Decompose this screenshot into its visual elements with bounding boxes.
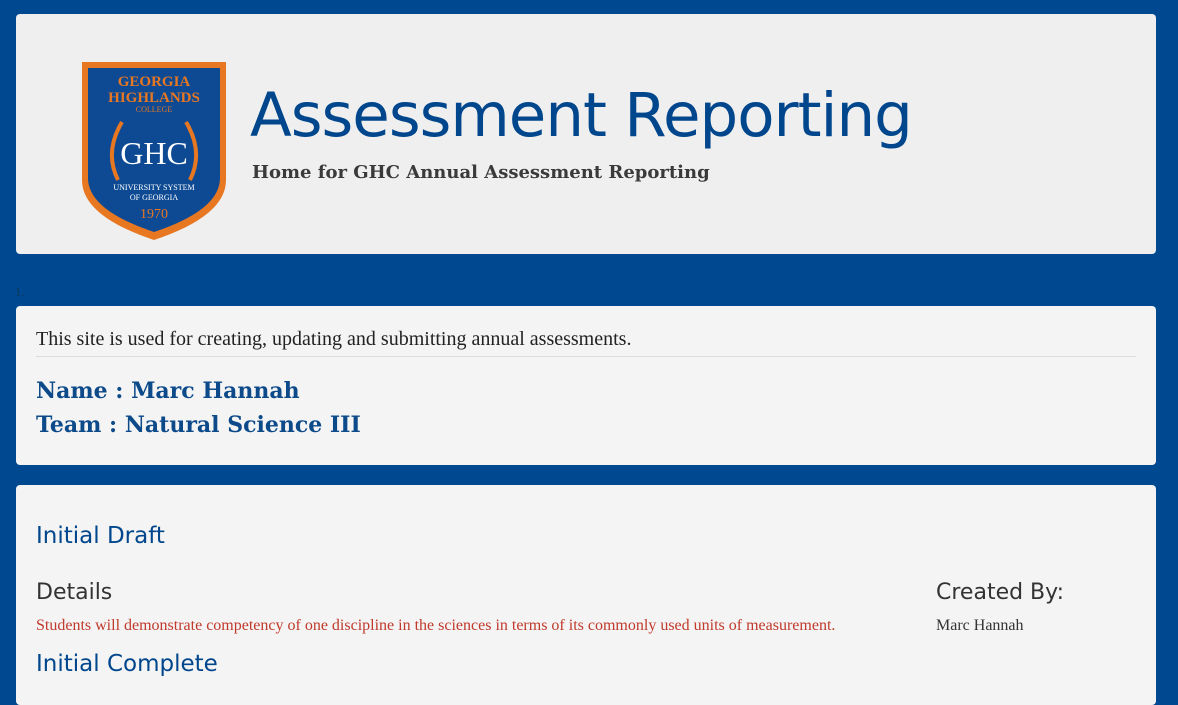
svg-text:UNIVERSITY SYSTEM: UNIVERSITY SYSTEM	[113, 183, 194, 192]
assessment-panel: Initial Draft Details Created By: Studen…	[16, 485, 1156, 705]
svg-text:HIGHLANDS: HIGHLANDS	[108, 90, 200, 106]
user-team: Team : Natural Science III	[36, 412, 361, 438]
svg-text:1970: 1970	[140, 207, 168, 222]
page-subtitle: Home for GHC Annual Assessment Reporting	[252, 162, 710, 183]
next-status-heading: Initial Complete	[36, 651, 218, 677]
header-jumbotron: GEORGIA HIGHLANDS COLLEGE GHC UNIVERSITY…	[16, 14, 1156, 254]
status-heading: Initial Draft	[36, 523, 165, 549]
svg-text:GHC: GHC	[120, 135, 188, 171]
svg-text:GEORGIA: GEORGIA	[118, 74, 191, 90]
divider	[36, 356, 1136, 357]
details-heading: Details	[36, 580, 113, 605]
svg-text:COLLEGE: COLLEGE	[136, 105, 173, 114]
college-crest-logo: GEORGIA HIGHLANDS COLLEGE GHC UNIVERSITY…	[82, 62, 226, 240]
created-by-heading: Created By:	[936, 580, 1064, 605]
list-marker: 1.	[15, 284, 25, 299]
svg-text:OF GEORGIA: OF GEORGIA	[130, 193, 178, 202]
details-text: Students will demonstrate competency of …	[36, 617, 836, 634]
creator-name: Marc Hannah	[936, 617, 1024, 634]
user-info-panel: This site is used for creating, updating…	[16, 306, 1156, 465]
page-title: Assessment Reporting	[250, 80, 913, 151]
intro-text: This site is used for creating, updating…	[36, 328, 632, 350]
user-name: Name : Marc Hannah	[36, 378, 300, 404]
